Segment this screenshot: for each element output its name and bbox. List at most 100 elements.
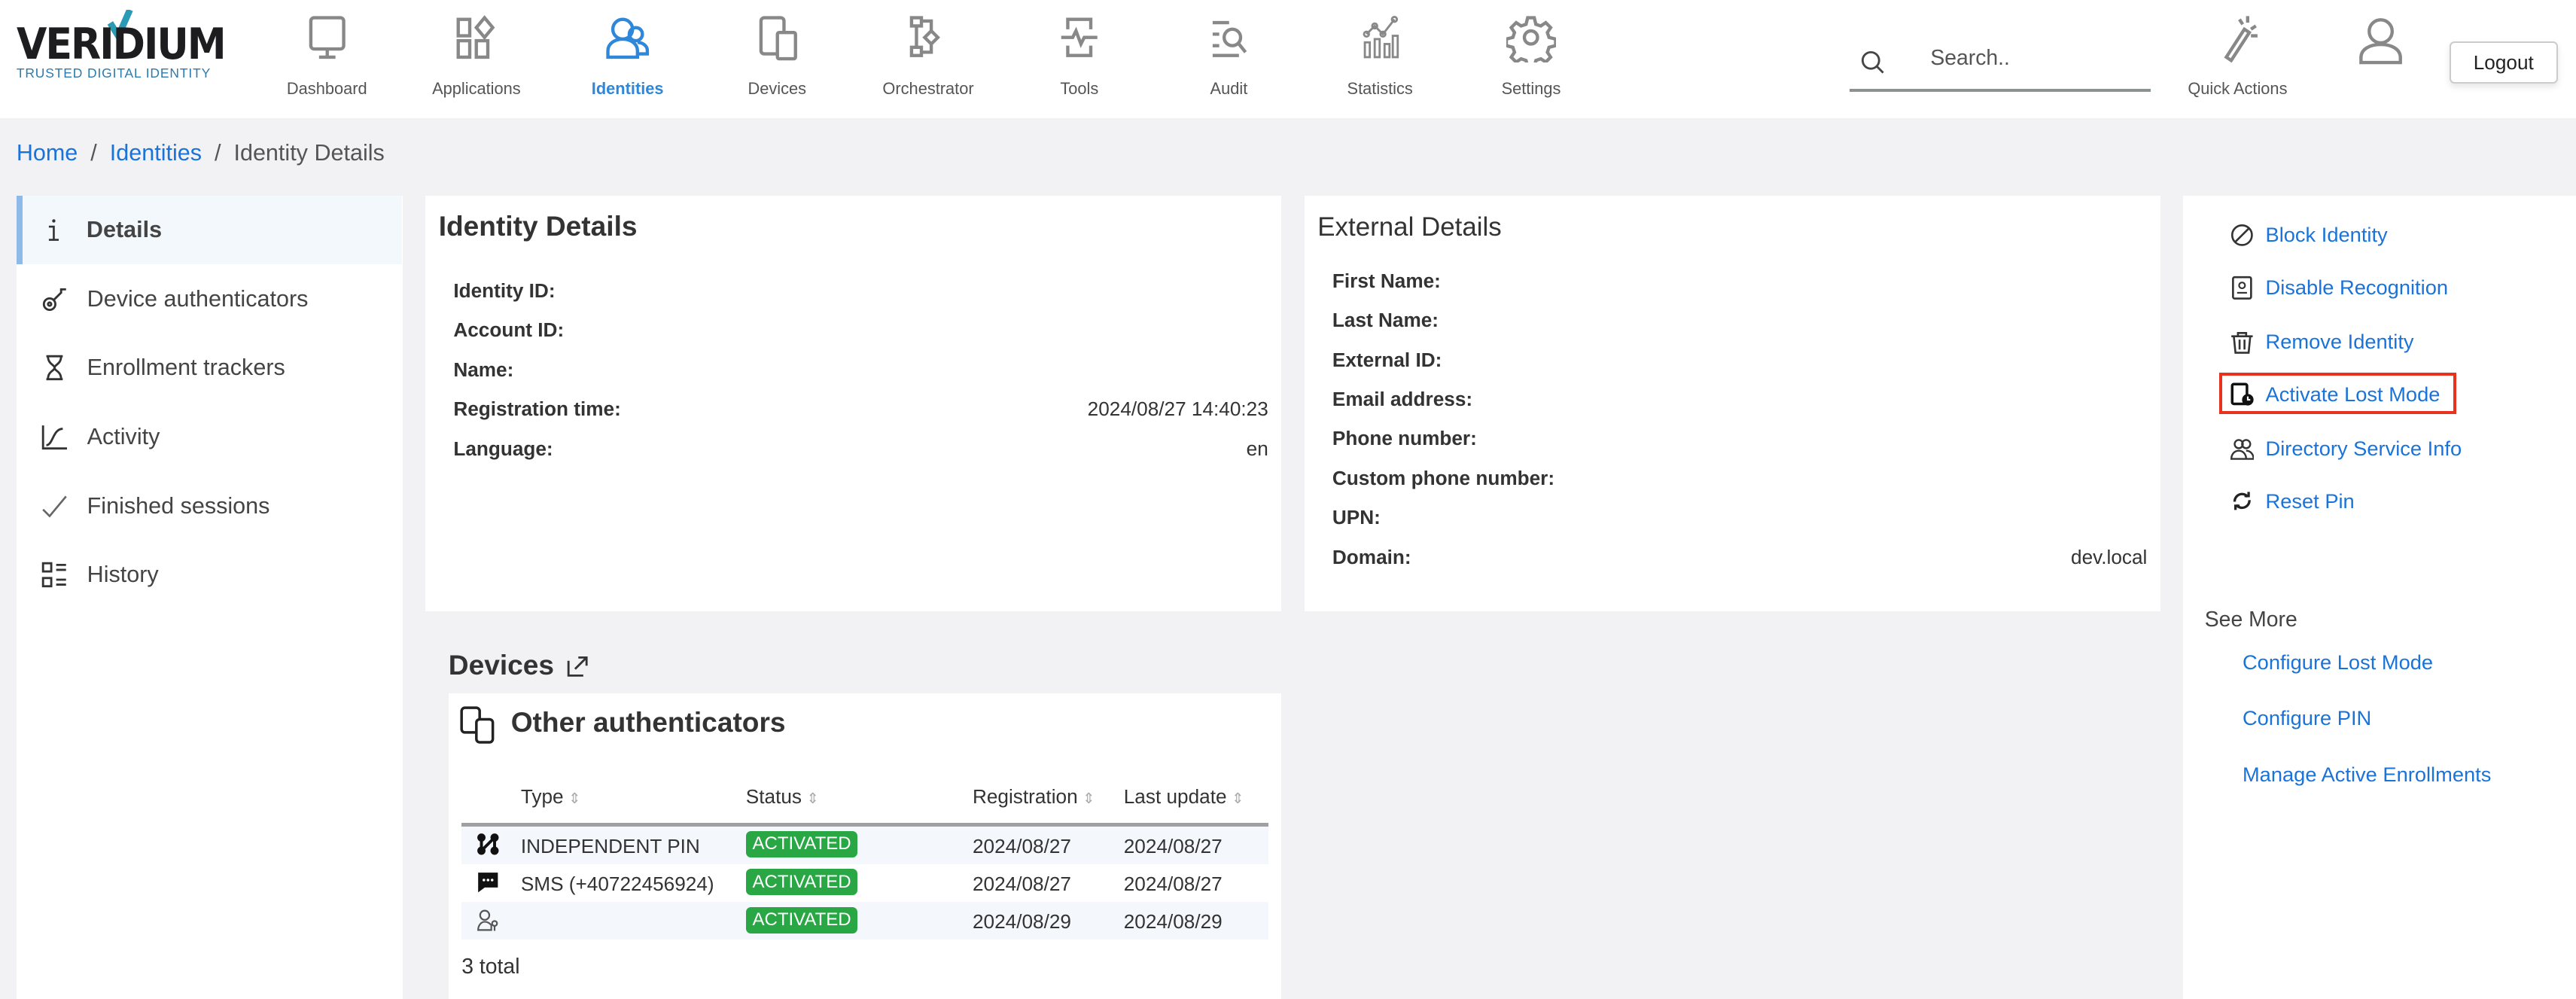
trash-icon <box>2230 331 2253 354</box>
key-icon <box>42 288 66 311</box>
cell-type: SMS (+40722456924) <box>520 872 714 895</box>
configure-pin-link[interactable]: Configure PIN <box>2242 706 2372 730</box>
action-activate-lost-mode[interactable]: Activate Lost Mode <box>2230 378 2440 411</box>
users-icon <box>606 17 650 59</box>
action-reset-pin[interactable]: Reset Pin <box>2230 485 2355 518</box>
external-row: External ID: <box>1332 348 1442 371</box>
sidebar-item-finished-sessions[interactable]: Finished sessions <box>17 471 403 541</box>
list-search-icon <box>1212 21 1247 58</box>
logo-check-icon <box>107 10 133 40</box>
user-group-icon <box>2230 439 2255 461</box>
identity-row: Identity ID: <box>453 279 556 302</box>
magic-wand-icon <box>2224 16 2258 62</box>
sort-icon: ⇕ <box>806 790 819 808</box>
status-badge: ACTIVATED <box>745 869 858 896</box>
search-box[interactable]: Search.. <box>1850 36 2151 92</box>
other-authenticators-title: Other authenticators <box>510 706 786 739</box>
external-row: Phone number: <box>1332 427 1477 450</box>
history-list-icon <box>41 562 66 588</box>
highlight-box <box>2219 373 2456 414</box>
veridium-logo[interactable]: VERIDIUM TRUSTED DIGITAL IDENTITY <box>17 10 233 82</box>
pulse-icon <box>1061 17 1098 58</box>
cell-registration: 2024/08/27 <box>972 834 1071 857</box>
column-registration[interactable]: Registration ⇕ <box>972 785 1095 809</box>
user-profile-icon[interactable] <box>2358 17 2404 65</box>
quick-actions-button[interactable]: Quick Actions <box>2162 13 2313 98</box>
external-row: Custom phone number: <box>1332 466 1555 489</box>
column-last-update[interactable]: Last update ⇕ <box>1123 785 1244 809</box>
table-row[interactable]: ACTIVATED 2024/08/29 2024/08/29 <box>461 902 1268 940</box>
external-row: UPN: <box>1332 506 1381 529</box>
cell-last-update: 2024/08/27 <box>1123 872 1223 895</box>
sort-icon: ⇕ <box>568 790 581 808</box>
chart-line-icon <box>41 425 68 450</box>
lost-device-icon <box>2230 382 2254 407</box>
external-row: Last Name: <box>1332 309 1439 332</box>
table-row[interactable]: INDEPENDENT PIN ACTIVATED 2024/08/27 2024/0… <box>461 826 1268 864</box>
nav-dashboard[interactable]: Dashboard <box>251 13 403 98</box>
identity-details-card: Identity Details Identity ID: Account ID:… <box>425 195 1282 611</box>
flow-icon <box>910 16 941 58</box>
nav-orchestrator[interactable]: Orchestrator <box>853 13 1004 98</box>
external-details-card: External Details First Name: Last Name: Ex… <box>1304 195 2160 611</box>
sms-icon <box>478 872 498 893</box>
nav-statistics[interactable]: Statistics <box>1305 13 1456 98</box>
pin-icon <box>477 833 499 855</box>
table-row[interactable]: SMS (+40722456924) ACTIVATED 2024/08/27 202… <box>461 864 1268 902</box>
user-key-icon <box>477 909 498 931</box>
status-badge: ACTIVATED <box>745 906 858 934</box>
external-details-title: External Details <box>1317 212 1502 242</box>
column-type[interactable]: Type ⇕ <box>520 785 581 809</box>
actions-panel <box>2183 195 2576 999</box>
configure-lost-mode-link[interactable]: Configure Lost Mode <box>2242 650 2434 675</box>
breadcrumb: Home / Identities / Identity Details <box>16 139 385 166</box>
identity-row: Registration time: 2024/08/27 14:40:23 <box>453 397 1268 421</box>
sidebar-item-enrollment-trackers[interactable]: Enrollment trackers <box>17 334 403 403</box>
sidebar-item-device-authenticators[interactable]: Device authenticators <box>17 264 403 334</box>
nav-devices[interactable]: Devices <box>702 13 853 98</box>
column-status[interactable]: Status ⇕ <box>745 785 819 809</box>
monitor-icon <box>309 16 346 59</box>
sidebar-item-details[interactable]: Details <box>16 195 402 265</box>
sidebar-item-history[interactable]: History <box>17 541 403 610</box>
external-row: Domain: dev.local <box>1332 545 2148 568</box>
id-badge-icon <box>2231 276 2252 300</box>
identity-row: Name: <box>453 358 514 381</box>
devices-icon <box>759 16 797 61</box>
devices-icon <box>460 706 495 745</box>
breadcrumb-home[interactable]: Home <box>16 139 78 166</box>
nav-settings[interactable]: Settings <box>1456 13 1607 98</box>
stats-icon <box>1363 16 1399 59</box>
apps-icon <box>456 15 495 59</box>
status-badge: ACTIVATED <box>745 831 858 858</box>
nav-tools[interactable]: Tools <box>1003 13 1155 98</box>
sort-icon: ⇕ <box>1082 790 1095 808</box>
top-header: VERIDIUM TRUSTED DIGITAL IDENTITY Dashbo… <box>0 0 2576 119</box>
breadcrumb-identities[interactable]: Identities <box>109 139 202 166</box>
nav-identities[interactable]: Identities <box>552 13 703 98</box>
action-block-identity[interactable]: Block Identity <box>2230 218 2388 251</box>
refresh-icon <box>2233 492 2251 510</box>
breadcrumb-current: Identity Details <box>233 139 385 166</box>
action-disable-recognition[interactable]: Disable Recognition <box>2230 271 2448 304</box>
logout-button[interactable]: Logout <box>2449 41 2558 84</box>
sidebar-item-activity[interactable]: Activity <box>17 403 403 472</box>
manage-active-enrollments-link[interactable]: Manage Active Enrollments <box>2242 762 2492 786</box>
search-input[interactable]: Search.. <box>1930 46 2010 71</box>
identity-row: Account ID: <box>453 318 565 342</box>
sidebar: Details Device authenticators Enrollment… <box>16 195 403 999</box>
cell-registration: 2024/08/27 <box>972 872 1071 895</box>
cell-last-update: 2024/08/29 <box>1123 910 1223 934</box>
nav-applications[interactable]: Applications <box>401 13 553 98</box>
sort-icon: ⇕ <box>1232 790 1244 808</box>
action-remove-identity[interactable]: Remove Identity <box>2230 325 2414 358</box>
external-link-icon[interactable] <box>567 654 590 678</box>
nav-audit[interactable]: Audit <box>1153 13 1305 98</box>
search-icon <box>1862 51 1885 75</box>
devices-title: Devices <box>448 649 555 681</box>
info-icon <box>48 219 59 241</box>
block-icon <box>2230 224 2253 246</box>
external-row: Email address: <box>1332 388 1473 411</box>
action-directory-service-info[interactable]: Directory Service Info <box>2230 432 2462 465</box>
external-row: First Name: <box>1332 269 1441 292</box>
